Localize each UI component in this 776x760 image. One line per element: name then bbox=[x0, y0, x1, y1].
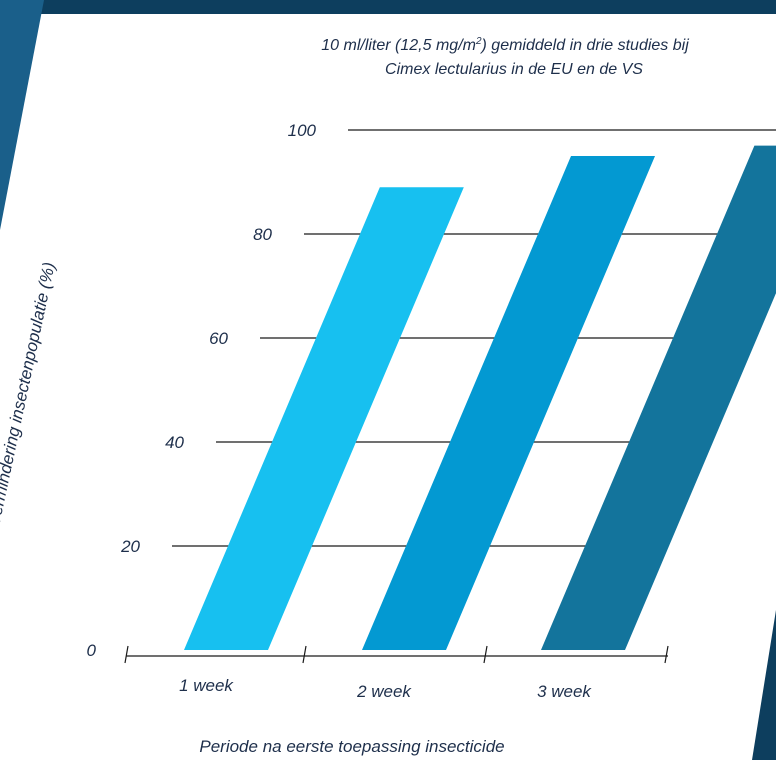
bars bbox=[184, 145, 776, 650]
chart-title: 10 ml/liter (12,5 mg/m2) gemiddeld in dr… bbox=[321, 36, 689, 54]
y-tick-label: 40 bbox=[165, 433, 184, 452]
x-axis-tick bbox=[124, 645, 129, 664]
chart-subtitle: Cimex lectularius in de EU en de VS bbox=[385, 61, 643, 78]
x-axis-tick bbox=[664, 645, 669, 664]
x-axis bbox=[124, 645, 669, 664]
x-tick-label: 3 week bbox=[537, 682, 592, 701]
y-tick-label: 0 bbox=[87, 641, 97, 660]
y-tick-label: 100 bbox=[288, 121, 317, 140]
chart-title-superscript: 2 bbox=[475, 36, 482, 47]
y-tick-label: 20 bbox=[120, 537, 140, 556]
x-axis-tick bbox=[302, 645, 307, 664]
x-axis-title: Periode na eerste toepassing insecticide bbox=[199, 737, 504, 756]
y-axis-title: Vermindering insectenpopulatie (%) bbox=[0, 260, 59, 527]
y-tick-label: 80 bbox=[253, 225, 272, 244]
frame-left-band bbox=[0, 0, 44, 230]
bar bbox=[541, 145, 776, 650]
y-tick-label: 60 bbox=[209, 329, 228, 348]
y-tick-labels: 0 20 40 60 80 100 bbox=[87, 121, 317, 660]
x-axis-tick bbox=[483, 645, 488, 664]
bar bbox=[184, 187, 464, 650]
x-tick-label: 1 week bbox=[179, 676, 234, 695]
frame-bottom-right-corner bbox=[752, 610, 776, 760]
x-tick-labels: 1 week 2 week 3 week bbox=[179, 676, 592, 701]
bar bbox=[362, 156, 656, 650]
frame-top-band bbox=[0, 0, 776, 14]
x-tick-label: 2 week bbox=[356, 682, 412, 701]
